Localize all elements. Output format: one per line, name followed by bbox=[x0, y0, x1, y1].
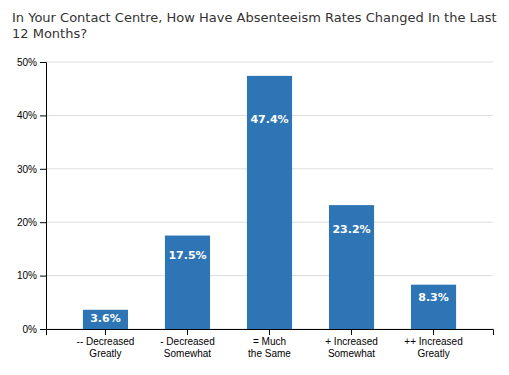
x-tick: + IncreasedSomewhat bbox=[325, 329, 378, 359]
x-tick-mark bbox=[351, 329, 352, 335]
x-tick-mark bbox=[433, 329, 434, 335]
x-tick: = Muchthe Same bbox=[248, 329, 291, 359]
x-tick-label-line: = Much bbox=[253, 336, 286, 347]
title-line: 12 Months? bbox=[12, 26, 87, 41]
data-label: 23.2% bbox=[332, 223, 370, 236]
x-tick-label-line: Greatly bbox=[89, 348, 121, 359]
data-label: 47.4% bbox=[250, 113, 288, 126]
x-tick-label: ++ IncreasedGreatly bbox=[404, 336, 462, 359]
y-tick: 40% bbox=[17, 110, 46, 121]
y-tick: 10% bbox=[17, 270, 46, 281]
y-tick: 20% bbox=[17, 217, 46, 228]
y-tick-mark bbox=[40, 329, 46, 330]
y-tick-mark bbox=[40, 169, 46, 170]
x-tick-label-line: Somewhat bbox=[164, 348, 211, 359]
y-tick-label: 40% bbox=[17, 110, 37, 121]
title-line: In Your Contact Centre, How Have Absente… bbox=[12, 10, 497, 25]
x-tick-mark bbox=[269, 329, 270, 335]
y-tick-mark bbox=[40, 222, 46, 223]
x-tick-label-line: - Decreased bbox=[160, 336, 214, 347]
title: In Your Contact Centre, How Have Absente… bbox=[12, 10, 497, 41]
x-tick-label-line: Somewhat bbox=[328, 348, 375, 359]
x-tick-mark bbox=[105, 329, 106, 335]
chart: In Your Contact Centre, How Have Absente… bbox=[0, 0, 509, 375]
y-tick: 50% bbox=[17, 57, 46, 68]
x-tick: - DecreasedSomewhat bbox=[160, 329, 214, 359]
y-tick: 0% bbox=[23, 324, 46, 335]
y-tick-mark bbox=[40, 276, 46, 277]
bars bbox=[83, 76, 456, 329]
x-tick-label: -- DecreasedGreatly bbox=[77, 336, 135, 359]
y-tick-label: 0% bbox=[23, 324, 38, 335]
bar bbox=[411, 285, 456, 329]
x-tick: ++ IncreasedGreatly bbox=[404, 329, 462, 359]
x-tick-label: + IncreasedSomewhat bbox=[325, 336, 378, 359]
x-axis: -- DecreasedGreatly- DecreasedSomewhat= … bbox=[47, 329, 494, 359]
x-tick-mark bbox=[187, 329, 188, 335]
x-tick-label-line: -- Decreased bbox=[77, 336, 135, 347]
y-tick-label: 50% bbox=[17, 57, 37, 68]
x-tick-label-line: + Increased bbox=[325, 336, 378, 347]
data-labels: 3.6% 17.5% 47.4% 23.2% 8.3% bbox=[90, 113, 449, 325]
x-tick-label: = Muchthe Same bbox=[248, 336, 291, 359]
y-tick-label: 30% bbox=[17, 164, 37, 175]
bar bbox=[247, 76, 292, 329]
plot: 0%10%20%30%40%50%-- DecreasedGreatly- De… bbox=[17, 57, 494, 359]
bar bbox=[83, 310, 128, 329]
data-label: 17.5% bbox=[168, 249, 206, 262]
x-tick: -- DecreasedGreatly bbox=[77, 329, 135, 359]
x-tick-label-line: Greatly bbox=[417, 348, 449, 359]
x-axis-line bbox=[47, 330, 494, 336]
x-tick-label-line: ++ Increased bbox=[404, 336, 462, 347]
bar bbox=[329, 205, 374, 329]
y-tick: 30% bbox=[17, 164, 46, 175]
y-axis: 0% 10% 20% 30% 40% 50% bbox=[17, 57, 47, 335]
y-tick-label: 20% bbox=[17, 217, 37, 228]
data-label: 3.6% bbox=[90, 312, 121, 325]
y-tick-mark bbox=[40, 115, 46, 116]
grid-line bbox=[46, 62, 493, 63]
y-tick-mark bbox=[40, 62, 46, 63]
y-tick-label: 10% bbox=[17, 270, 37, 281]
x-tick-label: - DecreasedSomewhat bbox=[160, 336, 214, 359]
bar bbox=[165, 236, 210, 329]
grid bbox=[46, 62, 493, 329]
x-tick-label-line: the Same bbox=[248, 348, 291, 359]
data-label: 8.3% bbox=[418, 291, 449, 304]
y-axis-line bbox=[40, 63, 47, 330]
